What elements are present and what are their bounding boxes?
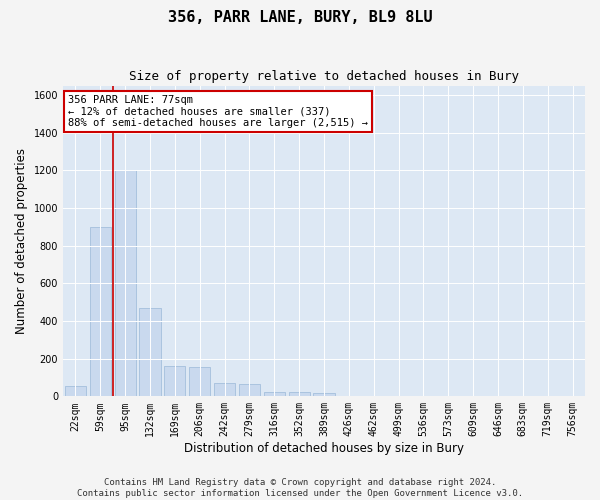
- Title: Size of property relative to detached houses in Bury: Size of property relative to detached ho…: [129, 70, 519, 83]
- Bar: [115, 170, 136, 396]
- Bar: [214, 383, 235, 396]
- Bar: [313, 392, 335, 396]
- Bar: [90, 227, 111, 396]
- Bar: [189, 367, 211, 396]
- Bar: [65, 386, 86, 396]
- Bar: [264, 392, 285, 396]
- Bar: [239, 384, 260, 396]
- Bar: [289, 392, 310, 396]
- X-axis label: Distribution of detached houses by size in Bury: Distribution of detached houses by size …: [184, 442, 464, 455]
- Y-axis label: Number of detached properties: Number of detached properties: [15, 148, 28, 334]
- Text: 356 PARR LANE: 77sqm
← 12% of detached houses are smaller (337)
88% of semi-deta: 356 PARR LANE: 77sqm ← 12% of detached h…: [68, 95, 368, 128]
- Text: Contains HM Land Registry data © Crown copyright and database right 2024.
Contai: Contains HM Land Registry data © Crown c…: [77, 478, 523, 498]
- Bar: [139, 308, 161, 396]
- Text: 356, PARR LANE, BURY, BL9 8LU: 356, PARR LANE, BURY, BL9 8LU: [167, 10, 433, 25]
- Bar: [164, 366, 185, 396]
